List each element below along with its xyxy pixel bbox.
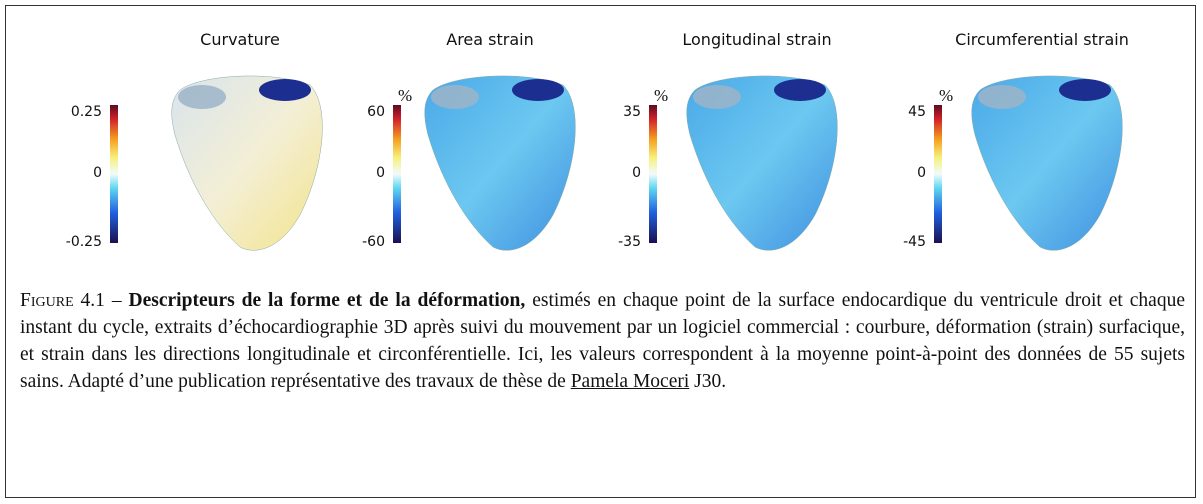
- caption: Figure 4.1 – Descripteurs de la forme et…: [20, 287, 1185, 395]
- colorbar-label: 0.25: [71, 104, 102, 120]
- unit: %: [398, 86, 412, 105]
- colorbar-label: 60: [367, 104, 385, 120]
- caption-label: Figure 4.1 –: [20, 290, 122, 311]
- colorbar: [393, 105, 401, 243]
- panel-title: Circumferential strain: [955, 30, 1129, 49]
- colorbar: [110, 105, 118, 243]
- colorbar-label: -0.25: [66, 234, 102, 250]
- colorbar: [934, 105, 942, 243]
- colorbar-label: 0: [632, 165, 641, 181]
- panel-title: Curvature: [200, 30, 280, 49]
- figure-frame: [5, 5, 1196, 498]
- heart-surface: [686, 75, 838, 251]
- colorbar-label: -35: [618, 234, 641, 250]
- colorbar: [649, 105, 657, 243]
- heart-surface: [171, 75, 323, 251]
- unit: %: [939, 86, 953, 105]
- colorbar-label: 0: [93, 165, 102, 181]
- figure: Curvature Area strain Longitudinal strai…: [66, 30, 1129, 251]
- colorbar-label: -45: [903, 234, 926, 250]
- colorbar-label: 0: [917, 165, 926, 181]
- unit: %: [654, 86, 668, 105]
- author-link[interactable]: Pamela Moceri: [570, 371, 690, 392]
- colorbar-label: 35: [623, 104, 641, 120]
- panel-title: Longitudinal strain: [682, 30, 831, 49]
- heart-surface: [971, 75, 1123, 251]
- caption-ref: J30.: [694, 371, 727, 392]
- colorbar-label: 45: [908, 104, 926, 120]
- colorbar-label: -60: [362, 234, 385, 250]
- panel-title: Area strain: [446, 30, 533, 49]
- caption-title: Descripteurs de la forme et de la déform…: [128, 290, 526, 311]
- caption-text: estimés en chaque point de la surface en…: [20, 290, 1185, 392]
- colorbar-label: 0: [376, 165, 385, 181]
- heart-surface: [424, 75, 576, 251]
